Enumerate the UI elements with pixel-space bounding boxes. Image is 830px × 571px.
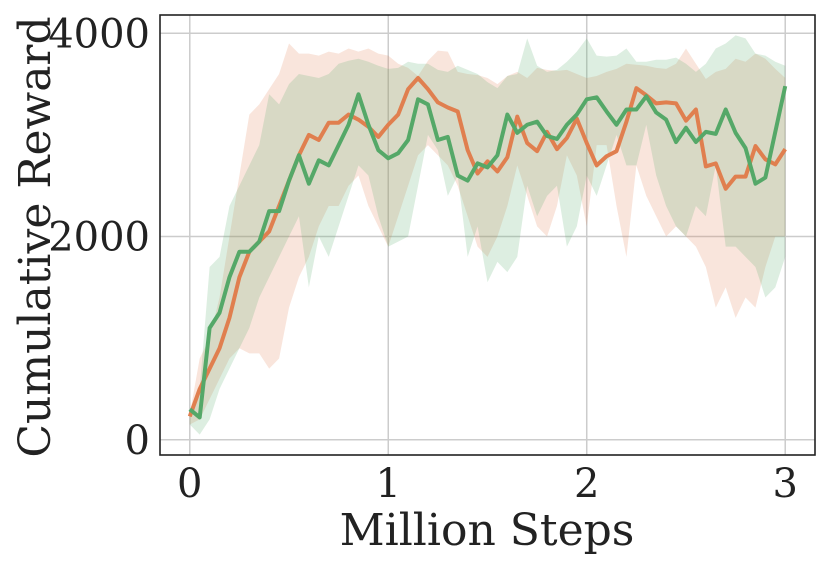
y-axis-label: Cumulative Reward (10, 16, 61, 457)
orange-band (189, 43, 786, 425)
x-tick-label: 0 (177, 461, 202, 507)
plot-frame (159, 14, 816, 456)
x-axis-label: Million Steps (340, 505, 635, 556)
x-tick-label: 2 (574, 461, 599, 507)
x-tick-labels: 0 1 2 3 (177, 461, 798, 507)
green-band (189, 35, 786, 435)
y-tick-label: 4000 (48, 11, 150, 57)
y-tick-label: 0 (125, 418, 150, 464)
x-tick-label: 1 (376, 461, 401, 507)
green-series-line (188, 85, 788, 420)
y-tick-labels: 0 2000 4000 (48, 11, 150, 463)
x-tick-label: 3 (773, 461, 798, 507)
series-lines (187, 76, 788, 420)
y-tick-label: 2000 (48, 215, 150, 261)
confidence-bands (189, 35, 786, 435)
